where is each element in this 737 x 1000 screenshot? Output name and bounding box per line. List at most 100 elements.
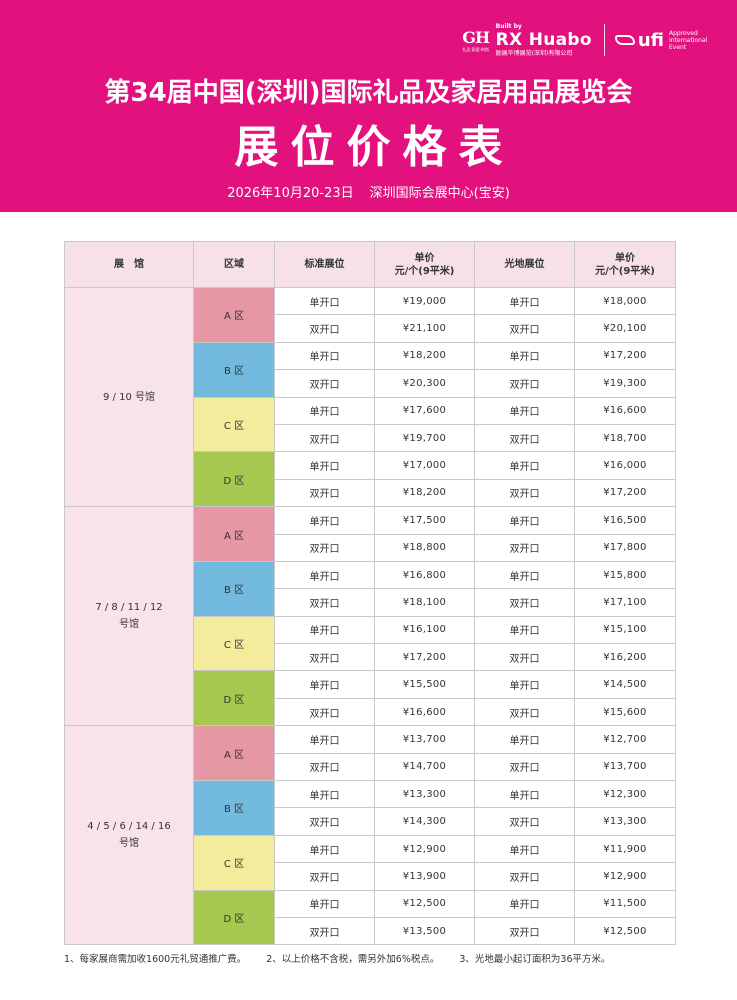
standard-booth-type-cell: 单开口 — [274, 286, 375, 316]
price-table: 展 馆区域 标准展位 单价 元/个(9平米) 光地展位 单价 元/个(9平米) 9 / 10… — [64, 241, 676, 946]
raw-space-price-cell: ¥13,300 — [574, 807, 676, 836]
standard-price-cell: ¥17,000 — [374, 451, 475, 480]
table-row: B 区单开口 ¥13,300 单开口 ¥12,300 — [65, 780, 676, 836]
footnotes: 1、每家展商需加收1600元礼贸通推广费。 2、以上价格不含税，需另外加6%税点… — [64, 951, 714, 965]
raw-space-type-cell: 单开口 — [474, 670, 575, 699]
raw-space-price-cell: ¥12,900 — [574, 862, 676, 891]
standard-booth-type-cell: 单开口 — [274, 615, 375, 645]
standard-booth-type-cell: 双开口 — [274, 314, 375, 343]
standard-price-cell: ¥14,700 — [374, 752, 475, 782]
raw-space-price-cell: ¥15,100 — [574, 615, 676, 645]
standard-price-cell: ¥14,300 — [374, 807, 475, 836]
raw-space-price-cell: ¥16,500 — [574, 506, 676, 535]
raw-space-type-cell: 双开口 — [474, 478, 575, 508]
ufi-logo: ufi Approved International Event — [614, 29, 713, 51]
standard-booth-type-cell: 单开口 — [274, 834, 375, 864]
raw-space-type-cell: 双开口 — [474, 643, 575, 672]
table-header-row: 展 馆区域 标准展位 单价 元/个(9平米) 光地展位 单价 元/个(9平米) — [64, 241, 676, 288]
standard-booth-type-cell: 双开口 — [274, 807, 375, 836]
raw-space-price-cell: ¥13,700 — [574, 752, 676, 782]
raw-space-price-cell: ¥16,000 — [574, 451, 676, 480]
table-row: 双开口 ¥14,300 双开口 ¥13,300 — [65, 807, 676, 836]
zone-cell: A 区 — [193, 287, 275, 343]
standard-price-cell: ¥13,900 — [374, 862, 475, 891]
standard-price-cell: ¥13,700 — [374, 725, 475, 754]
standard-price-cell: ¥20,300 — [374, 369, 475, 398]
raw-space-type-cell: 单开口 — [474, 451, 575, 480]
zone-cell: C 区 — [193, 834, 275, 891]
raw-space-price-cell: ¥17,800 — [574, 533, 676, 562]
standard-price-cell: ¥13,300 — [374, 780, 475, 809]
rx-huabo-logo: Built by RX Huabo 励展华博展览(深圳)有限公司 — [496, 23, 592, 58]
raw-space-price-cell: ¥12,300 — [574, 780, 676, 809]
raw-space-type-cell: 双开口 — [474, 697, 575, 727]
raw-space-type-cell: 单开口 — [474, 834, 575, 864]
footnote-3: 3、光地最小起订面积为36平方米。 — [459, 954, 611, 965]
raw-space-type-cell: 双开口 — [474, 533, 575, 562]
table-row: C 区单开口 ¥16,100 单开口 ¥15,100 — [65, 615, 676, 672]
raw-space-type-cell: 单开口 — [474, 286, 575, 316]
table-row: C 区单开口 ¥12,900 单开口 ¥11,900 — [65, 834, 676, 891]
standard-booth-type-cell: 单开口 — [274, 341, 375, 371]
standard-price-cell: ¥16,800 — [374, 560, 475, 590]
table-row: 双开口 ¥13,900 双开口 ¥12,900 — [65, 862, 676, 891]
zone-cell: B 区 — [193, 780, 275, 836]
standard-booth-type-cell: 单开口 — [274, 670, 375, 699]
raw-space-type-cell: 双开口 — [474, 862, 575, 891]
logo-divider — [603, 24, 605, 56]
table-body: 9 / 10 号馆 A 区单开口 ¥19,000 单开口 ¥18,000 双开口 ¥21,1… — [64, 286, 676, 946]
raw-space-type-cell: 双开口 — [474, 369, 575, 398]
raw-space-price-cell: ¥12,700 — [574, 725, 676, 754]
raw-space-price-cell: ¥16,600 — [574, 396, 676, 425]
column-header-standard-price: 单价 元/个(9平米) — [374, 241, 475, 288]
standard-booth-type-cell: 双开口 — [274, 588, 375, 617]
raw-space-type-cell: 单开口 — [474, 780, 575, 809]
standard-price-cell: ¥15,500 — [374, 670, 475, 699]
raw-space-price-cell: ¥11,900 — [574, 834, 676, 864]
raw-space-type-cell: 单开口 — [474, 725, 575, 754]
gh-logo-mark: GH — [462, 27, 490, 47]
standard-booth-type-cell: 双开口 — [274, 752, 375, 782]
zone-cell: C 区 — [193, 396, 275, 453]
table-row: 双开口 ¥18,100 双开口 ¥17,100 — [65, 588, 676, 617]
raw-space-type-cell: 双开口 — [474, 807, 575, 836]
raw-space-price-cell: ¥14,500 — [574, 670, 676, 699]
raw-space-type-cell: 双开口 — [474, 752, 575, 782]
standard-price-cell: ¥17,200 — [374, 643, 475, 672]
raw-space-price-cell: ¥16,200 — [574, 643, 676, 672]
standard-booth-type-cell: 双开口 — [274, 369, 375, 398]
hall-cell: 7 / 8 / 11 / 12 号馆 — [64, 506, 194, 727]
ufi-approved-note: Approved International Event — [669, 29, 708, 51]
standard-booth-type-cell: 双开口 — [274, 423, 375, 453]
built-by-label: Built by — [495, 22, 522, 30]
zone-cell: A 区 — [193, 725, 275, 782]
standard-price-cell: ¥12,900 — [374, 834, 475, 864]
zone-cell: A 区 — [193, 506, 275, 562]
table-row: 4 / 5 / 6 / 14 / 16 号馆 A 区单开口 ¥13,700 单开口 ¥12… — [64, 725, 676, 946]
standard-booth-type-cell: 双开口 — [274, 697, 375, 727]
raw-space-price-cell: ¥20,100 — [574, 314, 676, 343]
table-row: 双开口 ¥21,100 双开口 ¥20,100 — [65, 314, 676, 343]
column-header-standard-booth: 标准展位 — [274, 241, 375, 288]
standard-price-cell: ¥12,500 — [374, 889, 475, 918]
hall-cell: 9 / 10 号馆 — [64, 286, 194, 508]
table-row: 双开口 ¥17,200 双开口 ¥16,200 — [65, 643, 676, 672]
page-subtitle: 展位价格表 — [234, 122, 515, 173]
zone-cell: B 区 — [193, 341, 275, 398]
standard-booth-type-cell: 双开口 — [274, 643, 375, 672]
raw-space-price-cell: ¥15,600 — [574, 697, 676, 727]
raw-space-price-cell: ¥17,200 — [574, 478, 676, 508]
page-title: 第34届中国(深圳)国际礼品及家居用品展览会 — [104, 78, 633, 108]
raw-space-type-cell: 双开口 — [474, 423, 575, 453]
raw-space-price-cell: ¥18,700 — [574, 423, 676, 453]
standard-price-cell: ¥19,700 — [374, 423, 475, 453]
table-row: C 区单开口 ¥17,600 单开口 ¥16,600 — [65, 396, 676, 453]
table-row: D 区单开口 ¥17,000 单开口 ¥16,000 — [65, 451, 676, 508]
raw-space-type-cell: 单开口 — [474, 889, 575, 918]
standard-booth-type-cell: 单开口 — [274, 396, 375, 425]
column-header-raw-price: 单价 元/个(9平米) — [574, 241, 676, 288]
raw-space-type-cell: 双开口 — [474, 314, 575, 343]
date-venue-line: 2026年10月20-23日 深圳国际会展中心(宝安) — [0, 186, 737, 202]
standard-booth-type-cell: 双开口 — [274, 916, 375, 946]
standard-booth-type-cell: 单开口 — [274, 506, 375, 535]
